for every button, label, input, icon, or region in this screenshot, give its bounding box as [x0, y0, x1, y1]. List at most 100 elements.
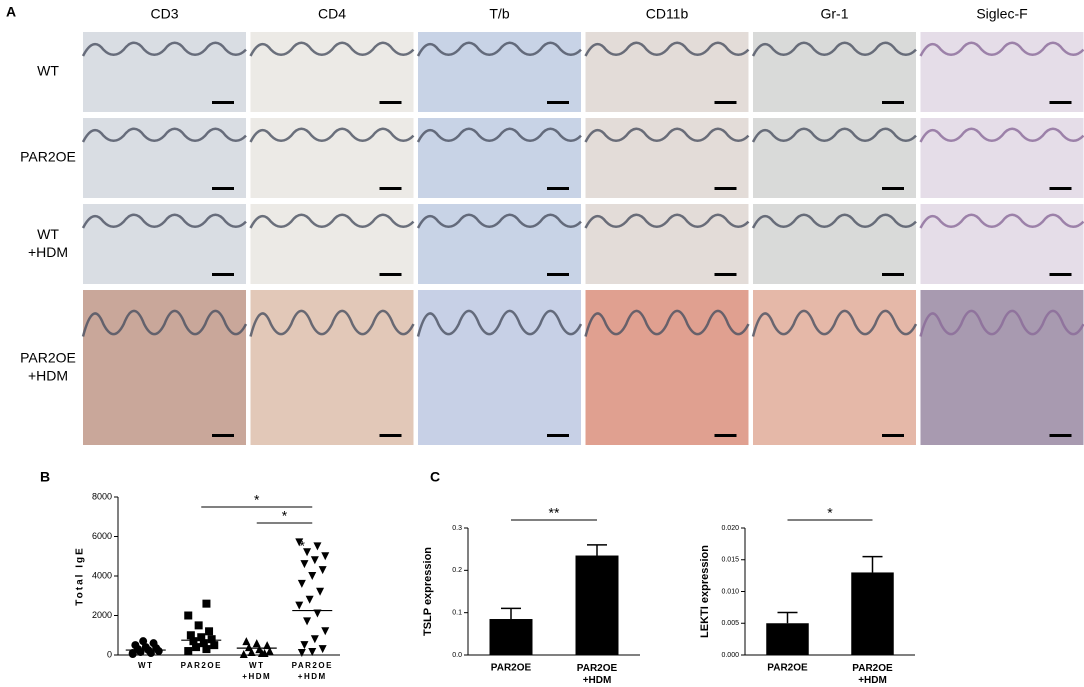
y-tick-label: 0.3 [452, 525, 462, 532]
column-header: T/b [489, 6, 509, 22]
scale-bar [1049, 434, 1072, 437]
data-point [186, 631, 195, 640]
epidermis [249, 127, 415, 143]
data-point [139, 637, 148, 646]
x-tick-label: PAR2OE +HDM [852, 663, 893, 686]
x-tick-label: PAR2OE [767, 663, 808, 674]
data-point [194, 621, 203, 630]
y-axis-label: Total IgE [75, 546, 86, 605]
scale-bar [379, 101, 402, 104]
data-point [202, 599, 211, 608]
scale-bar [882, 187, 904, 190]
data-point [297, 579, 306, 588]
epidermis [249, 41, 415, 57]
data-point [295, 601, 304, 610]
epidermis [81, 127, 247, 143]
significance-label: ** [549, 505, 560, 521]
significance-label: * [282, 508, 288, 524]
data-point [184, 611, 193, 620]
data-point [189, 637, 198, 646]
epidermis [416, 309, 583, 337]
data-point [300, 560, 309, 569]
micrograph [250, 204, 414, 284]
y-tick-label: 0.005 [721, 620, 739, 627]
epidermis [584, 309, 750, 337]
micrograph [418, 290, 581, 445]
data-point [321, 627, 330, 636]
scale-bar [547, 187, 569, 190]
x-tick-label: WT [138, 661, 153, 670]
micrograph [585, 118, 749, 198]
epidermis [249, 213, 415, 229]
epidermis [751, 41, 917, 57]
x-tick-label: PAR2OE +HDM [577, 663, 618, 686]
data-point [313, 609, 322, 618]
micrograph [920, 118, 1084, 198]
y-tick-label: 0.0 [452, 652, 462, 659]
panel-label: C [430, 469, 440, 485]
micrograph [920, 32, 1084, 112]
micrograph [753, 118, 916, 198]
scale-bar [1049, 101, 1072, 104]
epidermis [584, 127, 750, 143]
data-point [205, 627, 214, 636]
scale-bar [882, 273, 904, 276]
epidermis [416, 127, 582, 143]
micrograph [753, 204, 916, 284]
scale-bar [547, 273, 569, 276]
micrograph [585, 290, 749, 445]
y-tick-label: 0.020 [721, 525, 739, 532]
micrograph [250, 290, 414, 445]
data-point [310, 635, 319, 644]
data-point [297, 649, 306, 658]
x-tick-label: PAR2OE +HDM [292, 661, 333, 681]
micrograph [753, 290, 916, 445]
scale-bar [379, 434, 402, 437]
scale-bar [212, 434, 234, 437]
micrograph [250, 32, 414, 112]
data-point [210, 641, 219, 650]
y-tick-label: 0.015 [721, 557, 739, 564]
column-header: CD3 [150, 6, 178, 22]
epidermis [584, 213, 750, 229]
scale-bar [714, 273, 737, 276]
data-point [252, 639, 261, 648]
x-tick-label: PAR2OE [181, 661, 222, 670]
data-point [305, 595, 314, 604]
epidermis [416, 41, 582, 57]
significance-label: * [827, 505, 833, 521]
epidermis [81, 213, 247, 229]
micrograph [920, 204, 1084, 284]
y-tick-label: 0.1 [452, 610, 462, 617]
data-point [149, 639, 158, 648]
bar [489, 619, 533, 655]
scale-bar [547, 434, 569, 437]
scale-bar [547, 101, 569, 104]
y-tick-label: 2000 [92, 610, 112, 620]
scale-bar [714, 434, 737, 437]
column-header: Gr-1 [821, 6, 849, 22]
data-point [239, 650, 248, 659]
row-label: PAR2OE +HDM [20, 349, 76, 383]
data-point [303, 617, 312, 626]
y-tick-label: 8000 [92, 491, 112, 501]
scale-bar [379, 187, 402, 190]
epidermis [584, 41, 750, 57]
significance-label: * [254, 492, 260, 508]
data-point [313, 542, 322, 551]
scale-bar [212, 101, 234, 104]
data-point [131, 641, 140, 650]
data-point [199, 639, 208, 648]
data-point [207, 635, 216, 644]
bar [851, 572, 894, 655]
data-point [197, 633, 206, 642]
data-point [310, 556, 319, 565]
data-point [202, 645, 211, 654]
scale-bar [714, 101, 737, 104]
micrograph [83, 290, 246, 445]
y-tick-label: 0.2 [452, 567, 462, 574]
y-tick-label: 0.010 [721, 588, 739, 595]
micrograph [83, 118, 246, 198]
x-tick-label: PAR2OE [491, 663, 532, 674]
